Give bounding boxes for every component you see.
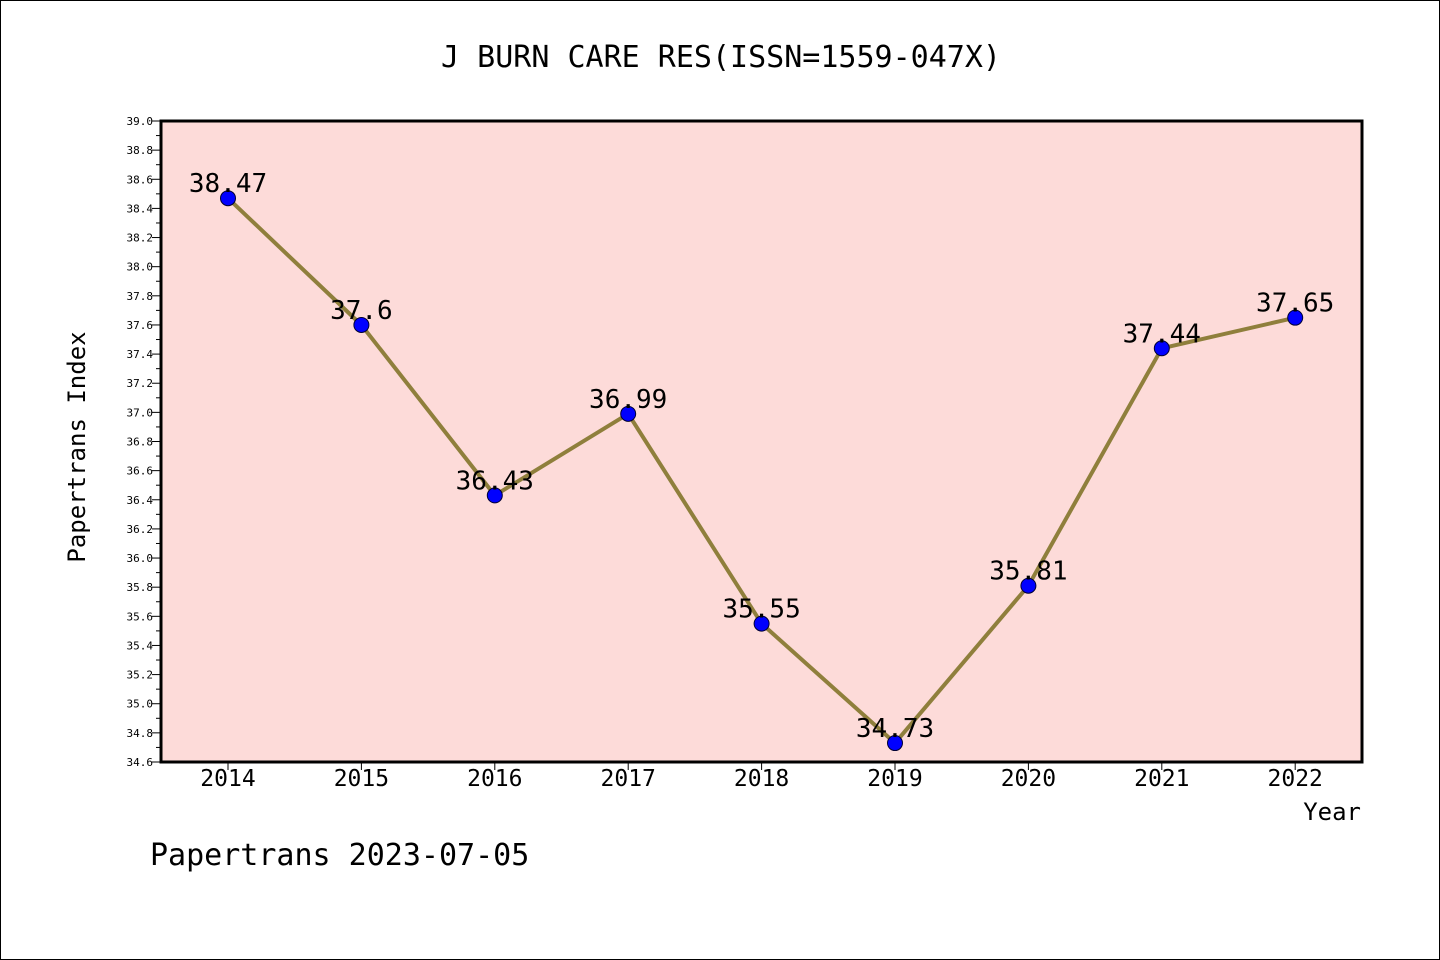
data-label: 37.44 — [1123, 319, 1201, 349]
y-tick-label: 37.2 — [127, 377, 154, 390]
y-tick-label: 36.8 — [127, 436, 154, 449]
y-axis-label: Papertrans Index — [63, 331, 91, 562]
data-point-marker — [753, 615, 770, 632]
y-tick-label: 35.0 — [127, 698, 154, 711]
y-tick-label: 38.0 — [127, 261, 154, 274]
data-label: 35.55 — [722, 595, 800, 625]
y-tick-label: 36.0 — [127, 552, 154, 565]
data-point-marker — [1287, 309, 1304, 326]
y-tick-label: 34.6 — [127, 756, 154, 769]
data-point-marker — [1020, 577, 1037, 594]
y-tick-label: 36.6 — [127, 465, 154, 478]
y-tick-label: 36.2 — [127, 523, 154, 536]
data-label: 36.43 — [456, 466, 534, 496]
data-point-marker — [887, 735, 903, 752]
y-tick-label: 37.8 — [127, 290, 154, 303]
chart-title: J BURN CARE RES(ISSN=1559-047X) — [441, 40, 1001, 75]
data-label: 37.6 — [330, 296, 393, 326]
plot-area — [161, 121, 1362, 762]
x-axis-ticks: 2014 2015 2016 2017 2018 2019 2020 2021 2022 — [200, 762, 1323, 792]
y-tick-label: 35.6 — [127, 610, 154, 623]
data-point-marker — [620, 405, 637, 422]
data-point-marker — [353, 316, 370, 333]
data-label: 37.65 — [1256, 289, 1334, 319]
y-tick-label: 34.8 — [127, 727, 154, 740]
data-label: 36.99 — [589, 385, 667, 415]
y-tick-label: 39.0 — [127, 115, 154, 128]
x-tick-label: 2014 — [200, 766, 255, 792]
data-point-marker — [220, 190, 236, 207]
y-axis-ticks: 34.6 34.8 35.0 35.2 35.4 35.6 35.8 36.0 36.2 36.4… — [127, 115, 161, 769]
data-label: 35.81 — [989, 557, 1067, 587]
x-tick-label: 2019 — [867, 766, 922, 792]
footer-date-stamp: Papertrans 2023-07-05 — [150, 838, 529, 873]
y-tick-label: 35.4 — [127, 639, 154, 652]
plot-frame — [159, 119, 1364, 764]
y-tick-label: 37.0 — [127, 406, 154, 419]
y-tick-label: 35.8 — [127, 581, 154, 594]
x-tick-label: 2018 — [734, 766, 789, 792]
data-point-marker — [1153, 340, 1170, 357]
y-tick-label: 38.2 — [127, 232, 154, 245]
x-tick-label: 2016 — [467, 766, 522, 792]
y-tick-label: 38.8 — [127, 144, 154, 157]
x-tick-label: 2015 — [334, 766, 389, 792]
y-tick-label: 35.2 — [127, 669, 154, 682]
y-tick-label: 38.4 — [127, 202, 154, 215]
data-point-marker — [486, 487, 503, 504]
y-tick-label: 37.6 — [127, 319, 154, 332]
data-label: 34.73 — [856, 714, 934, 744]
x-tick-label: 2022 — [1268, 766, 1323, 792]
data-label: 38.47 — [189, 169, 267, 199]
y-tick-label: 37.4 — [127, 348, 154, 361]
x-tick-label: 2020 — [1001, 766, 1056, 792]
x-tick-label: 2021 — [1134, 766, 1189, 792]
x-tick-label: 2017 — [601, 766, 656, 792]
y-tick-label: 36.4 — [127, 494, 154, 507]
series-layer: 38.47 37.6 36.43 36.99 35.55 34.73 35.81 37.44 3… — [189, 169, 1334, 752]
y-tick-label: 38.6 — [127, 173, 154, 186]
x-axis-label: Year — [1303, 798, 1361, 826]
